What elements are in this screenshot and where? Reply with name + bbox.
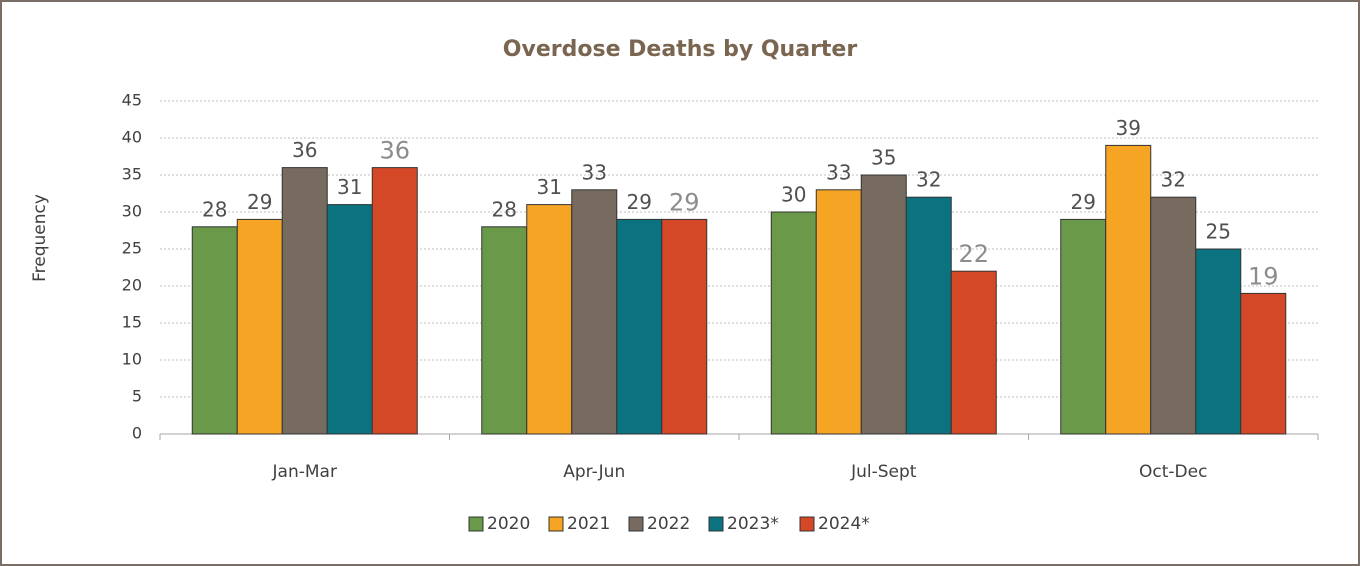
bar [1240, 292, 1287, 435]
bar [571, 189, 618, 435]
value-label: 31 [537, 175, 562, 199]
y-tick-label: 15 [122, 313, 142, 332]
bar [1195, 248, 1242, 435]
value-label: 22 [958, 240, 989, 268]
value-label: 35 [871, 146, 896, 170]
y-tick-label: 20 [122, 276, 142, 295]
value-label: 39 [1116, 116, 1141, 140]
chart-title: Overdose Deaths by Quarter [503, 37, 858, 62]
legend-label: 2024* [818, 514, 870, 534]
y-tick-label: 5 [132, 387, 142, 406]
value-label: 36 [292, 138, 317, 162]
value-label: 30 [781, 183, 806, 207]
y-tick-label: 30 [122, 202, 142, 221]
y-axis-label: Frequency [30, 194, 50, 282]
legend-label: 2021 [567, 514, 610, 534]
legend-label: 2020 [487, 514, 530, 534]
bar [905, 196, 952, 435]
bar [191, 226, 238, 435]
x-tick-label: Oct-Dec [1139, 462, 1207, 482]
value-label: 29 [247, 190, 272, 214]
x-tick-label: Jan-Mar [272, 462, 337, 482]
bar [526, 204, 573, 435]
value-label: 33 [826, 160, 851, 184]
legend-swatch [548, 516, 564, 532]
y-tick-label: 40 [122, 128, 142, 147]
bar [815, 189, 862, 435]
bar [616, 218, 663, 435]
bar [661, 218, 708, 435]
value-label: 32 [1161, 168, 1186, 192]
bar [1060, 218, 1107, 435]
legend-swatch [708, 516, 724, 532]
y-tick-label: 45 [122, 91, 142, 110]
x-tick-label: Apr-Jun [563, 462, 625, 482]
value-label: 29 [1071, 190, 1096, 214]
legend-label: 2022 [647, 514, 690, 534]
value-label: 19 [1248, 262, 1279, 290]
bar [281, 167, 328, 435]
value-label: 29 [669, 188, 700, 216]
value-label: 25 [1206, 220, 1231, 244]
value-label: 28 [492, 197, 517, 221]
bar [326, 204, 373, 435]
legend-label: 2023* [727, 514, 779, 534]
value-label: 29 [627, 190, 652, 214]
bar [1150, 196, 1197, 435]
y-tick-label: 0 [132, 424, 142, 443]
bar [481, 226, 528, 435]
y-tick-label: 35 [122, 165, 142, 184]
bar [860, 174, 907, 435]
bar [770, 211, 817, 435]
bar [1105, 144, 1152, 435]
value-label: 31 [337, 175, 362, 199]
legend-swatch [628, 516, 644, 532]
bar [950, 270, 997, 435]
value-label: 32 [916, 168, 941, 192]
value-label: 36 [379, 137, 410, 165]
bar [371, 167, 418, 435]
value-label: 28 [202, 197, 227, 221]
bar [236, 218, 283, 435]
value-label: 33 [582, 160, 607, 184]
y-tick-label: 25 [122, 239, 142, 258]
x-tick-label: Jul-Sept [850, 462, 917, 482]
y-tick-label: 10 [122, 350, 142, 369]
legend-swatch [468, 516, 484, 532]
legend-swatch [799, 516, 815, 532]
